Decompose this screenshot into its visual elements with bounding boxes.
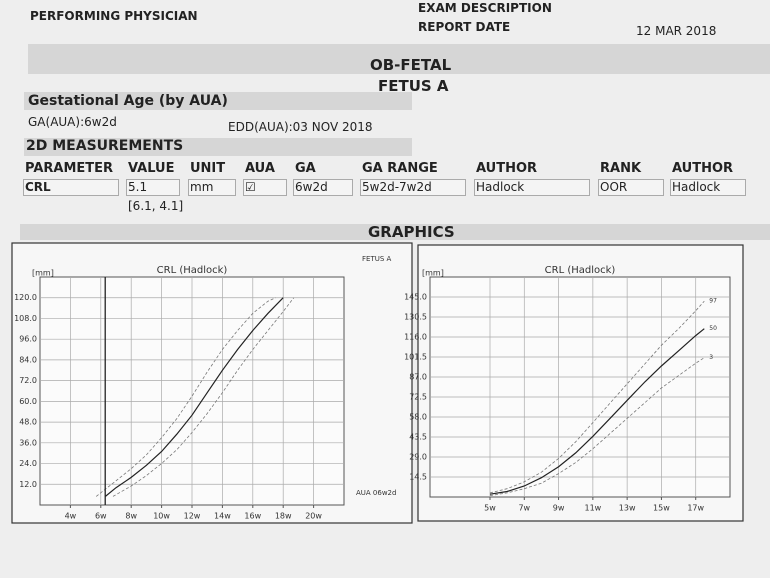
x-tick-label: 16w bbox=[244, 512, 261, 521]
x-tick-label: 7w bbox=[518, 504, 530, 513]
y-tick-label: 72.0 bbox=[19, 376, 37, 385]
x-tick-label: 9w bbox=[553, 504, 565, 513]
x-tick-label: 13w bbox=[619, 504, 636, 513]
y-tick-label: 29.0 bbox=[409, 453, 427, 462]
cell: OOR bbox=[600, 180, 628, 194]
y-tick-label: 58.0 bbox=[409, 413, 427, 422]
y-tick-label: 84.0 bbox=[19, 355, 37, 364]
ga-band bbox=[24, 92, 412, 110]
column-header: GA RANGE bbox=[362, 161, 438, 176]
y-tick-label: 36.0 bbox=[19, 438, 37, 447]
y-tick-label: 60.0 bbox=[19, 397, 37, 406]
cell: ☑ bbox=[245, 180, 256, 194]
cell: mm bbox=[190, 180, 214, 194]
edd-value: EDD(AUA):03 NOV 2018 bbox=[228, 120, 373, 134]
exam-label: EXAM DESCRIPTION bbox=[418, 1, 552, 15]
curve bbox=[105, 297, 284, 497]
column-header: UNIT bbox=[190, 161, 226, 176]
curve bbox=[489, 328, 705, 495]
physician-label: PERFORMING PHYSICIAN bbox=[30, 9, 198, 23]
y-tick-label: 24.0 bbox=[19, 459, 37, 468]
curve-label: 50 bbox=[709, 325, 717, 332]
cell: 5.1 bbox=[128, 180, 148, 194]
y-tick-label: 72.5 bbox=[409, 393, 427, 402]
y-tick-label: 120.0 bbox=[14, 293, 37, 302]
ga-value: GA(AUA):6w2d bbox=[28, 115, 117, 129]
column-header: AUA bbox=[245, 161, 275, 176]
cell-box bbox=[598, 179, 664, 196]
y-tick-label: 101.5 bbox=[404, 353, 427, 362]
column-header: VALUE bbox=[128, 161, 175, 176]
cell: 5w2d-7w2d bbox=[362, 180, 432, 194]
cell-box bbox=[23, 179, 119, 196]
x-tick-label: 18w bbox=[275, 512, 292, 521]
y-tick-label: 14.5 bbox=[409, 473, 427, 482]
y-tick-label: 48.0 bbox=[19, 418, 37, 427]
x-tick-label: 5w bbox=[484, 504, 496, 513]
curve-label: 97 bbox=[709, 298, 717, 305]
y-tick-label: 87.0 bbox=[409, 373, 427, 382]
measure-band bbox=[24, 138, 412, 156]
measure-heading: 2D MEASUREMENTS bbox=[26, 138, 184, 154]
y-tick-label: 130.5 bbox=[404, 313, 427, 322]
title-band bbox=[28, 44, 770, 74]
y-tick-label: 108.0 bbox=[14, 314, 37, 323]
column-header: GA bbox=[295, 161, 316, 176]
fetus-label: FETUS A bbox=[378, 77, 449, 95]
cell-box bbox=[243, 179, 287, 196]
cell-box bbox=[474, 179, 590, 196]
cell: Hadlock bbox=[672, 180, 721, 194]
chart-title: CRL (Hadlock) bbox=[545, 265, 616, 276]
column-header: PARAMETER bbox=[25, 161, 114, 176]
x-tick-label: 11w bbox=[584, 504, 601, 513]
cell: Hadlock bbox=[476, 180, 525, 194]
y-tick-label: 116.0 bbox=[404, 333, 427, 342]
cell-box bbox=[126, 179, 180, 196]
curve bbox=[95, 297, 276, 497]
x-tick-label: 10w bbox=[153, 512, 170, 521]
plot-area bbox=[429, 276, 731, 498]
cell: CRL bbox=[25, 180, 51, 194]
cell-box bbox=[360, 179, 466, 196]
x-tick-label: 20w bbox=[305, 512, 322, 521]
cell-box bbox=[670, 179, 746, 196]
column-header: RANK bbox=[600, 161, 642, 176]
y-tick-label: 96.0 bbox=[19, 335, 37, 344]
range: [6.1, 4.1] bbox=[128, 199, 184, 213]
graphics-band bbox=[20, 224, 770, 240]
column-header: AUTHOR bbox=[672, 161, 734, 176]
x-tick-label: 4w bbox=[65, 512, 77, 521]
cell-box bbox=[293, 179, 353, 196]
report-date-label: REPORT DATE bbox=[418, 20, 511, 34]
chart-title: CRL (Hadlock) bbox=[157, 265, 228, 276]
cell: 6w2d bbox=[295, 180, 328, 194]
curve bbox=[112, 297, 295, 497]
x-tick-label: 17w bbox=[687, 504, 704, 513]
x-tick-label: 12w bbox=[184, 512, 201, 521]
x-tick-label: 8w bbox=[125, 512, 137, 521]
y-tick-label: 12.0 bbox=[19, 480, 37, 489]
x-tick-label: 14w bbox=[214, 512, 231, 521]
y-axis-label: [mm] bbox=[32, 269, 54, 278]
column-header: AUTHOR bbox=[476, 161, 538, 176]
y-tick-label: 43.5 bbox=[409, 433, 427, 442]
fetus-annotation: FETUS A bbox=[362, 255, 392, 263]
curve bbox=[489, 357, 705, 496]
y-axis-label: [mm] bbox=[422, 269, 444, 278]
exam-title: OB-FETAL bbox=[370, 56, 452, 74]
cell-box bbox=[188, 179, 236, 196]
y-tick-label: 145.0 bbox=[404, 293, 427, 302]
graphics-title: GRAPHICS bbox=[368, 223, 455, 241]
report-date: 12 MAR 2018 bbox=[636, 24, 717, 38]
ga-heading: Gestational Age (by AUA) bbox=[28, 93, 228, 109]
curve-label: 3 bbox=[709, 354, 713, 361]
x-tick-label: 15w bbox=[653, 504, 670, 513]
x-tick-label: 6w bbox=[95, 512, 107, 521]
curve bbox=[489, 300, 705, 494]
aua-annotation: AUA 06w2d bbox=[356, 489, 396, 497]
